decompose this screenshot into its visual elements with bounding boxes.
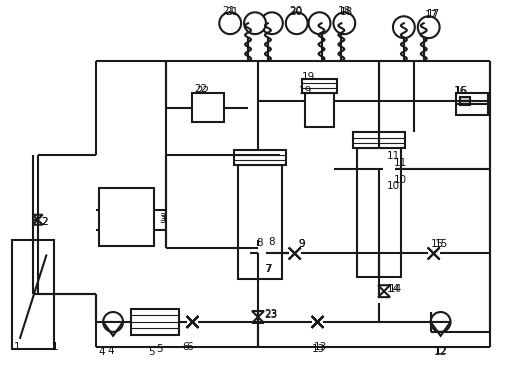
Bar (131, 309, 179, 335)
Text: 12: 12 (435, 346, 448, 356)
Text: 21: 21 (225, 7, 239, 17)
Text: 21: 21 (222, 6, 236, 16)
Text: 7: 7 (264, 264, 270, 275)
Text: 16: 16 (454, 86, 467, 96)
Text: 17: 17 (426, 9, 440, 19)
Text: 23: 23 (264, 310, 277, 320)
Bar (457, 93, 488, 114)
Text: 11: 11 (387, 151, 400, 161)
Text: 13: 13 (313, 342, 327, 352)
Text: 9: 9 (298, 238, 305, 248)
Text: 9: 9 (298, 238, 305, 248)
Bar (353, 132, 405, 148)
Text: 12: 12 (434, 347, 447, 357)
Bar (357, 148, 401, 277)
Text: 2: 2 (41, 217, 48, 227)
Text: 8: 8 (268, 237, 274, 247)
Circle shape (103, 312, 123, 332)
Text: 22: 22 (195, 84, 208, 94)
Text: 5: 5 (156, 344, 162, 354)
Circle shape (309, 12, 330, 34)
Circle shape (393, 16, 415, 38)
Text: 2: 2 (41, 217, 48, 227)
Text: 10: 10 (394, 175, 407, 185)
Bar (12, 240, 54, 349)
Text: 6: 6 (183, 342, 189, 352)
Bar (305, 93, 334, 127)
Text: 13: 13 (312, 344, 325, 354)
Text: 1: 1 (14, 342, 20, 352)
Text: 14: 14 (387, 284, 400, 294)
Text: 22: 22 (197, 86, 210, 96)
Text: 4: 4 (107, 346, 114, 356)
Text: 4: 4 (98, 347, 105, 357)
Text: 18: 18 (337, 6, 351, 16)
Text: 17: 17 (425, 10, 438, 20)
Text: 20: 20 (290, 7, 303, 17)
Circle shape (219, 12, 241, 34)
Text: 3: 3 (159, 215, 165, 225)
Text: 11: 11 (394, 158, 407, 168)
Bar (250, 245, 266, 261)
Text: 6: 6 (186, 342, 193, 352)
Bar (302, 79, 337, 93)
Bar (238, 165, 282, 279)
Text: 19: 19 (298, 86, 312, 96)
Bar (99, 188, 154, 245)
Text: 18: 18 (339, 7, 353, 17)
Text: 15: 15 (431, 238, 444, 248)
Circle shape (261, 12, 283, 34)
Text: 19: 19 (302, 72, 315, 82)
Text: 10: 10 (387, 181, 400, 191)
Text: 3: 3 (159, 213, 165, 223)
Text: 16: 16 (455, 86, 468, 96)
Bar (460, 97, 471, 105)
Bar (234, 150, 286, 165)
Text: 23: 23 (264, 309, 277, 319)
Circle shape (244, 12, 266, 34)
Text: 7: 7 (265, 264, 271, 275)
Text: 20: 20 (290, 6, 303, 16)
Circle shape (431, 312, 451, 332)
Text: 5: 5 (148, 347, 155, 357)
Bar (193, 93, 224, 123)
Text: 14: 14 (389, 284, 402, 294)
Circle shape (418, 16, 440, 38)
Circle shape (333, 12, 355, 34)
Text: 8: 8 (256, 238, 263, 248)
Circle shape (286, 12, 308, 34)
Text: 15: 15 (435, 238, 448, 248)
Text: 1: 1 (52, 342, 58, 352)
